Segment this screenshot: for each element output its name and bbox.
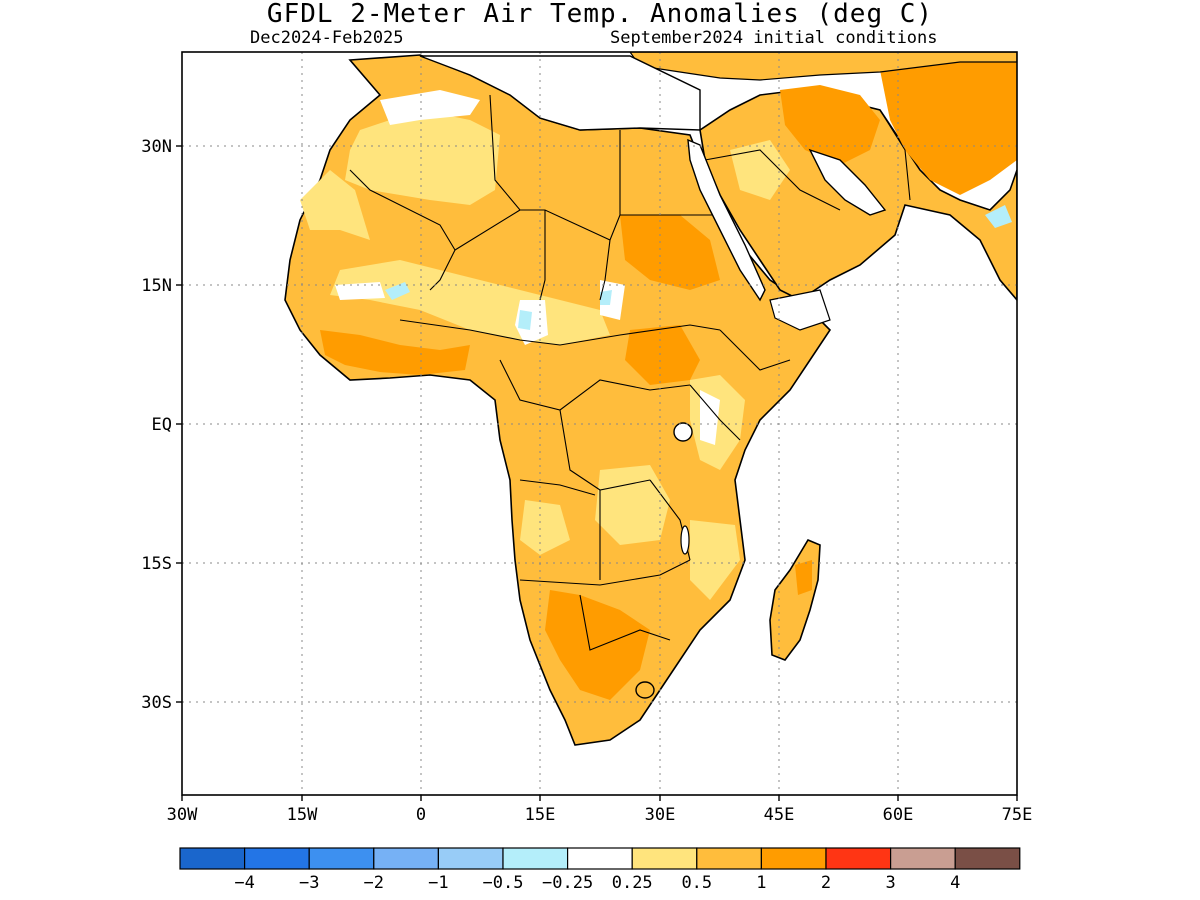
colorbar-label: −2 bbox=[364, 873, 384, 893]
north-coast-near-zero bbox=[380, 90, 480, 125]
egypt-warm-anomaly bbox=[620, 215, 720, 290]
colorbar-label: −0.5 bbox=[483, 873, 524, 893]
lat-label-eq: EQ bbox=[152, 415, 172, 435]
sahel-cool-patch bbox=[385, 282, 410, 300]
country-borders bbox=[349, 94, 911, 651]
arabia-mild-anomaly bbox=[730, 140, 790, 200]
persian-gulf bbox=[808, 148, 887, 216]
forecast-period: Dec2024-Feb2025 bbox=[250, 28, 404, 48]
colorbar-swatch bbox=[954, 847, 1021, 870]
madagascar-warm-anomaly bbox=[795, 560, 812, 595]
colorbar-swatch bbox=[179, 847, 246, 870]
madagascar bbox=[769, 538, 821, 661]
gulf-of-aden bbox=[769, 289, 831, 331]
arabia-warm-anomaly bbox=[780, 85, 880, 165]
colorbar-label: 2 bbox=[821, 873, 831, 893]
red-sea bbox=[687, 138, 766, 302]
map-area bbox=[284, 52, 1017, 746]
colorbar-swatch bbox=[889, 847, 956, 870]
india-cool-patch bbox=[985, 205, 1012, 228]
colorbar-swatch bbox=[244, 847, 310, 870]
mediterranean-sea bbox=[419, 55, 701, 131]
gulf-of-guinea-warm-anomaly bbox=[320, 330, 470, 375]
lon-label-45e: 45E bbox=[764, 805, 795, 825]
iran-region bbox=[880, 60, 1017, 195]
south-africa-warm-anomaly bbox=[545, 590, 650, 700]
lake-victoria bbox=[673, 422, 693, 442]
horn-near-zero bbox=[700, 390, 720, 445]
mozambique-mild-anomaly bbox=[690, 520, 740, 600]
lat-label-15n: 15N bbox=[141, 276, 172, 296]
tick-marks bbox=[176, 145, 1018, 801]
colorbar bbox=[179, 847, 1021, 870]
lat-label-15s: 15S bbox=[141, 554, 172, 574]
nile-near-zero bbox=[600, 280, 625, 320]
colorbar-label: −4 bbox=[234, 873, 254, 893]
colorbar-swatch bbox=[760, 847, 827, 870]
colorbar-label: 0.5 bbox=[681, 873, 712, 893]
sudan-cool-patch bbox=[600, 290, 612, 305]
nigeria-cool-patch bbox=[518, 310, 532, 330]
lon-label-15w: 15W bbox=[287, 805, 318, 825]
west-sahara-mild-anomaly bbox=[300, 170, 370, 240]
colorbar-label: 1 bbox=[756, 873, 766, 893]
gridlines bbox=[182, 52, 1017, 795]
colorbar-swatch bbox=[373, 847, 439, 870]
colorbar-swatch bbox=[696, 847, 762, 870]
colorbar-label: −3 bbox=[299, 873, 319, 893]
sahara-mild-anomaly bbox=[345, 110, 500, 205]
sahel-near-zero bbox=[335, 282, 385, 300]
lat-label-30n: 30N bbox=[141, 137, 172, 157]
colorbar-swatch bbox=[308, 847, 375, 870]
congo-mild-anomaly bbox=[595, 465, 670, 545]
colorbar-swatch bbox=[631, 847, 698, 870]
colorbar-label: −1 bbox=[428, 873, 448, 893]
colorbar-label: −0.25 bbox=[542, 873, 593, 893]
initial-conditions: September2024 initial conditions bbox=[610, 28, 938, 48]
lon-label-75e: 75E bbox=[1002, 805, 1033, 825]
longitude-labels: 30W 15W 0 15E 30E 45E 60E 75E bbox=[167, 805, 1033, 825]
lon-label-15e: 15E bbox=[525, 805, 556, 825]
colorbar-label: 3 bbox=[885, 873, 895, 893]
lat-label-30s: 30S bbox=[141, 693, 172, 713]
latitude-labels: 30N 15N EQ 15S 30S bbox=[141, 137, 172, 713]
lon-label-60e: 60E bbox=[883, 805, 914, 825]
lake-nyasa bbox=[680, 525, 690, 555]
colorbar-labels: −4 −3 −2 −1 −0.5 −0.25 0.25 0.5 1 2 3 4 bbox=[234, 873, 960, 893]
colorbar-swatch bbox=[825, 847, 892, 870]
colorbar-swatch bbox=[502, 847, 569, 870]
colorbar-label: 0.25 bbox=[612, 873, 653, 893]
colorbar-swatch bbox=[437, 847, 504, 870]
europe-strip bbox=[629, 52, 1017, 81]
lon-label-0: 0 bbox=[416, 805, 426, 825]
lon-label-30e: 30E bbox=[645, 805, 676, 825]
lon-label-30w: 30W bbox=[167, 805, 198, 825]
map-title: GFDL 2-Meter Air Temp. Anomalies (deg C) bbox=[266, 0, 934, 29]
colorbar-label: 4 bbox=[950, 873, 960, 893]
colorbar-swatch bbox=[566, 847, 633, 870]
lesotho bbox=[635, 681, 655, 699]
east-africa-warm-anomaly bbox=[625, 325, 700, 385]
angola-mild-anomaly bbox=[520, 500, 570, 555]
